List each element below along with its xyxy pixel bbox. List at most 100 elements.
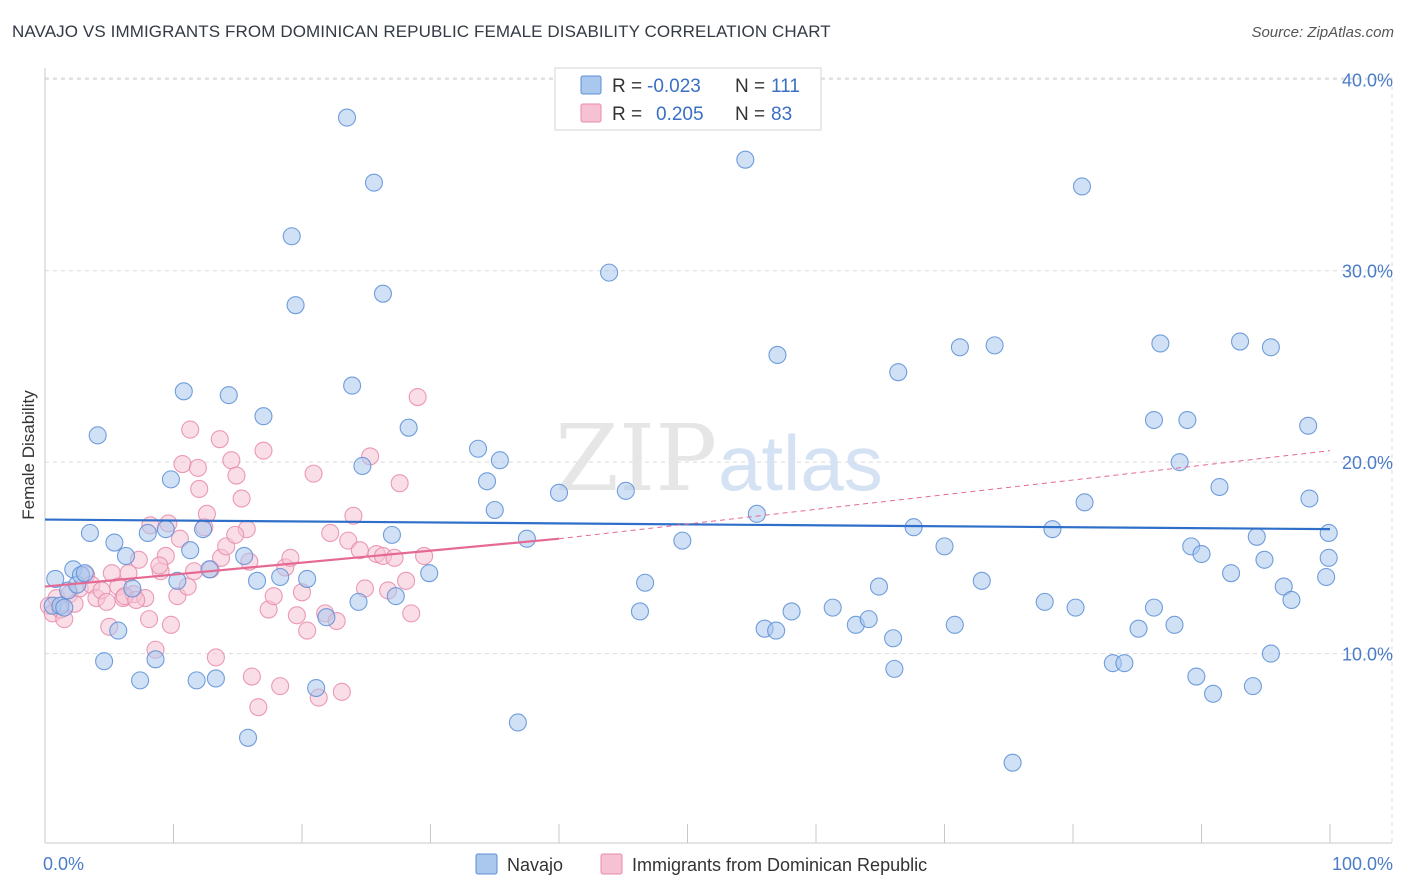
dominican-point-46 (281, 548, 300, 567)
navajo-point-92 (1165, 615, 1184, 634)
navajo-point-98 (1204, 684, 1223, 703)
navajo-point-28 (219, 386, 238, 405)
y-tick-label-2: 30.0% (1342, 262, 1393, 282)
chart-title: NAVAJO VS IMMIGRANTS FROM DOMINICAN REPU… (12, 22, 831, 41)
navajo-point-19 (156, 520, 175, 539)
source-credit: Source: ZipAtlas.com (1251, 24, 1394, 41)
navajo-point-84 (1072, 177, 1092, 196)
trend-lines (44, 450, 1331, 588)
dominican-point-55 (332, 682, 351, 701)
navajo-point-90 (1144, 598, 1164, 617)
navajo-point-53 (508, 713, 527, 732)
navajo-point-101 (1231, 332, 1250, 351)
dominican-point-68 (408, 388, 427, 407)
navajo-point-59 (630, 602, 650, 621)
legend-swatch-dominican-bottom (600, 853, 623, 875)
navajo-point-42 (353, 456, 372, 476)
navajo-point-15 (123, 579, 142, 598)
navajo-point-39 (337, 108, 357, 127)
navajo-point-40 (343, 376, 362, 395)
dominican-point-57 (344, 506, 363, 525)
navajo-point-31 (247, 571, 267, 590)
dominican-point-37 (232, 489, 251, 508)
navajo-point-66 (768, 345, 787, 364)
dominican-point-77 (181, 420, 200, 439)
legend-r-label-navajo: R = (612, 76, 642, 97)
dominican-point-58 (350, 541, 369, 560)
legend-r-value-dominican: 0.205 (656, 104, 704, 125)
navajo-point-96 (1187, 667, 1206, 686)
navajo-point-38 (317, 608, 336, 627)
navajo-point-102 (1243, 677, 1262, 696)
dominican-point-35 (222, 451, 241, 470)
navajo-point-30 (238, 728, 258, 747)
navajo-point-41 (349, 592, 368, 611)
legend-label-navajo: Navajo (507, 855, 563, 875)
watermark-atlas: atlas (718, 419, 883, 507)
dominican-point-64 (385, 548, 404, 567)
navajo-point-44 (373, 284, 393, 303)
dominican-point-32 (206, 648, 225, 667)
navajo-point-71 (885, 659, 904, 678)
y-tick-label-0: 10.0% (1342, 645, 1393, 665)
navajo-point-91 (1151, 334, 1170, 353)
navajo-point-106 (1261, 644, 1280, 663)
navajo-point-9 (80, 523, 100, 543)
navajo-point-13 (109, 621, 128, 640)
navajo-point-57 (616, 481, 635, 500)
navajo-point-60 (673, 531, 692, 550)
dominican-point-36 (227, 466, 246, 485)
navajo-point-18 (146, 650, 165, 669)
navajo-point-97 (1192, 544, 1211, 564)
dominican-point-66 (397, 571, 416, 590)
navajo-point-82 (1043, 520, 1062, 539)
navajo-point-43 (364, 173, 384, 192)
dominican-trend-line-extended (558, 450, 1331, 540)
navajo-point-61 (736, 150, 755, 169)
dominican-point-76 (170, 529, 189, 548)
navajo-point-29 (235, 546, 254, 565)
navajo-point-83 (1066, 598, 1085, 617)
dominican-point-29 (190, 479, 209, 498)
navajo-point-35 (286, 296, 305, 315)
navajo-point-62 (747, 504, 766, 523)
navajo-point-88 (1129, 619, 1148, 638)
y-tick-label-3: 40.0% (1342, 70, 1393, 90)
legend-n-value-navajo: 111 (771, 76, 800, 97)
dominican-point-73 (140, 610, 159, 629)
navajo-point-55 (549, 483, 569, 502)
navajo-point-52 (490, 451, 509, 470)
navajo-point-8 (75, 564, 94, 583)
navajo-point-110 (1300, 489, 1319, 508)
navajo-point-36 (298, 569, 317, 588)
watermark: ZIP atlas (555, 405, 883, 512)
navajo-point-112 (1319, 523, 1338, 543)
dominican-point-81 (226, 525, 245, 544)
legend-r-value-navajo: -0.023 (647, 76, 701, 97)
navajo-point-10 (88, 426, 107, 445)
navajo-point-58 (636, 573, 655, 592)
navajo-point-109 (1299, 416, 1318, 435)
dominican-point-74 (150, 556, 169, 575)
navajo-point-23 (181, 541, 200, 560)
navajo-point-69 (859, 610, 878, 629)
navajo-point-37 (307, 678, 326, 698)
navajo-point-72 (889, 363, 908, 382)
navajo-point-16 (131, 671, 150, 690)
navajo-point-25 (194, 520, 213, 539)
navajo-point-104 (1255, 550, 1274, 569)
series-legend: Navajo Immigrants from Dominican Republi… (475, 853, 927, 875)
navajo-point-81 (1035, 592, 1054, 611)
navajo-point-108 (1282, 590, 1301, 610)
navajo-point-24 (187, 671, 206, 690)
navajo-point-56 (600, 263, 619, 282)
navajo-point-93 (1170, 453, 1189, 472)
x-tick-label-min: 0.0% (43, 854, 84, 874)
dominican-trend-line (44, 537, 560, 588)
navajo-point-70 (869, 577, 889, 596)
dominican-point-39 (242, 667, 261, 686)
navajo-point-85 (1075, 493, 1094, 512)
navajo-point-100 (1222, 564, 1241, 583)
dominican-point-12 (97, 592, 116, 611)
navajo-point-74 (904, 518, 923, 537)
